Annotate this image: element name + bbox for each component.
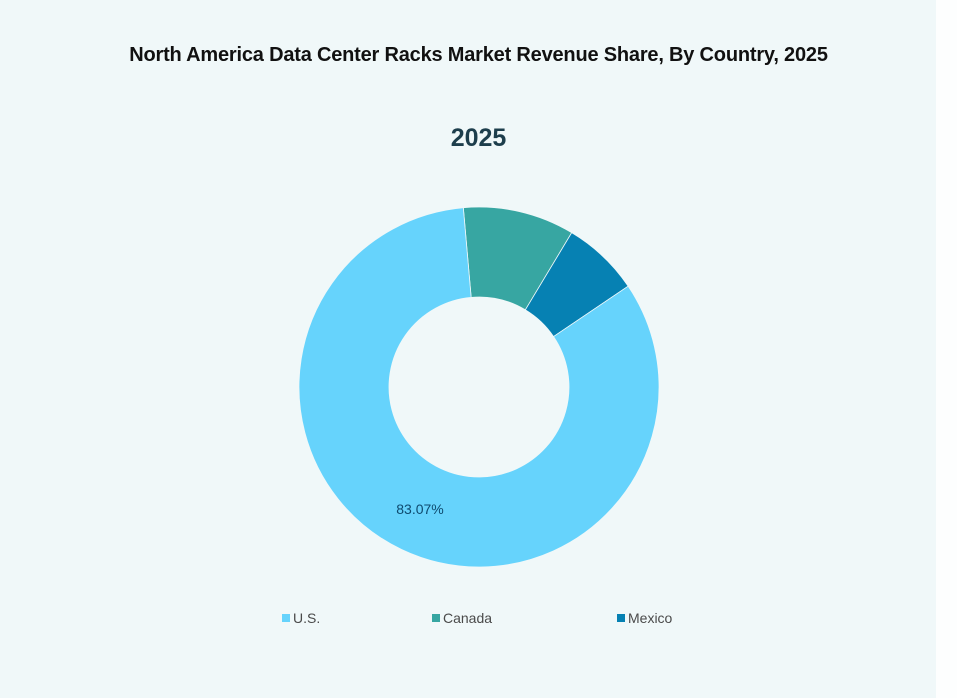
legend-swatch-mexico (617, 614, 625, 622)
legend-label-canada: Canada (443, 610, 493, 626)
legend-swatch-canada (432, 614, 440, 622)
chart-subtitle: 2025 (450, 124, 507, 152)
legend-label-mexico: Mexico (628, 610, 673, 626)
donut-slice-us[interactable] (298, 207, 660, 568)
legend-item-mexico[interactable]: Mexico (617, 610, 672, 626)
us-data-label: 83.07% (396, 501, 443, 517)
legend: U.S. Canada Mexico (0, 610, 957, 630)
legend-item-us[interactable]: U.S. (282, 610, 320, 626)
legend-swatch-us (282, 614, 290, 622)
legend-label-us: U.S. (293, 610, 321, 626)
chart-title: North America Data Center Racks Market R… (129, 44, 828, 66)
chart-panel (0, 0, 936, 698)
legend-item-canada[interactable]: Canada (432, 610, 492, 626)
